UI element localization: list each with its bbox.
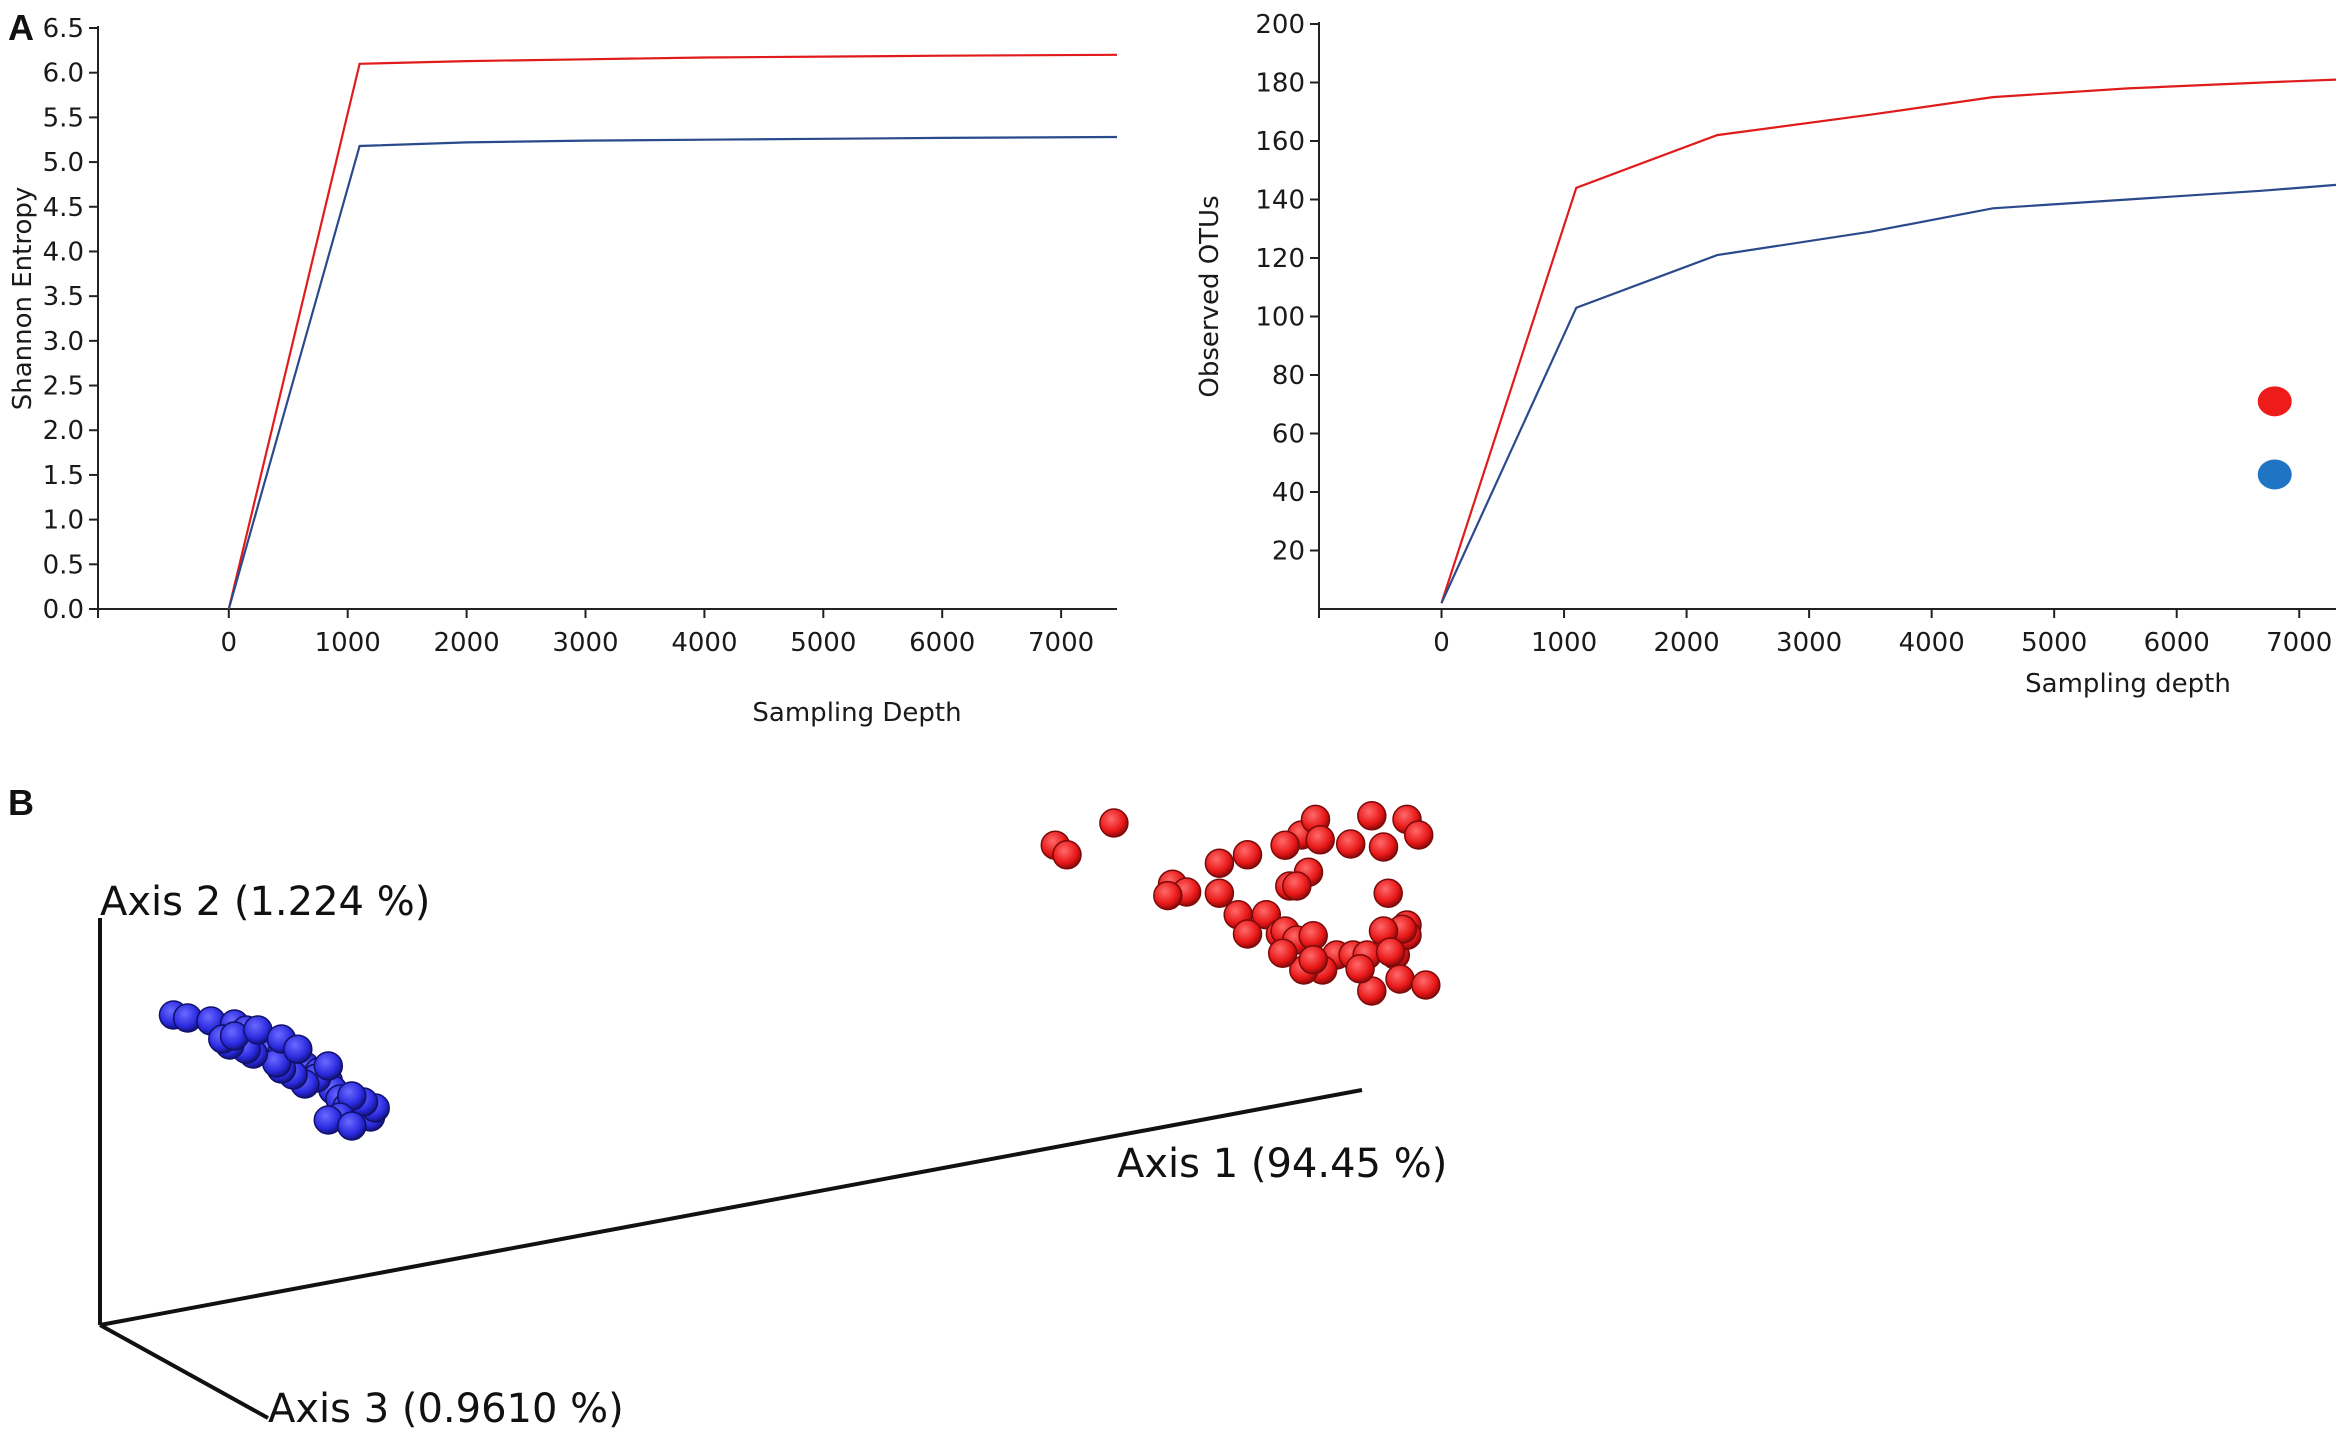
x-tick-label: 0: [1433, 628, 1450, 658]
series-line-1: [1440, 78, 2337, 604]
x-tick-label: 2000: [1654, 628, 1720, 658]
pcoa-point-blue: [313, 1051, 344, 1081]
x-axis-title: Sampling depth: [2025, 669, 2231, 699]
y-tick-label: 160: [1255, 127, 1305, 157]
x-tick-label: 7000: [1028, 628, 1094, 658]
panel-label-a: A: [8, 7, 34, 48]
y-tick-label: 200: [1255, 10, 1305, 40]
series-line-2: [1440, 183, 2337, 604]
pcoa-point-red: [1204, 848, 1235, 878]
x-tick-label: 7000: [2266, 628, 2332, 658]
pcoa-point-red: [1357, 801, 1387, 831]
y-tick-label: 0.0: [43, 595, 84, 625]
axis-1-line: [99, 1088, 1363, 1327]
pcoa-3d-plot: Axis 2 (1.224 %) Axis 1 (94.45 %) Axis 3 (…: [98, 801, 1447, 1432]
pcoa-point-blue: [283, 1034, 313, 1064]
pcoa-point-red: [1282, 871, 1312, 901]
axis-2-label: Axis 2 (1.224 %): [100, 879, 430, 925]
pcoa-point-red: [1345, 954, 1375, 984]
pcoa-point-red: [1305, 825, 1335, 855]
pcoa-point-red: [1375, 937, 1406, 967]
y-tick-label: 80: [1272, 361, 1305, 391]
x-tick-label: 0: [221, 628, 238, 658]
x-tick-label: 6000: [2144, 628, 2210, 658]
y-tick-label: 5.5: [43, 103, 84, 133]
series-line-1: [227, 53, 1118, 610]
y-tick-label: 6.0: [43, 59, 84, 89]
legend-marker-1: [2257, 386, 2292, 417]
x-tick-label: 5000: [790, 628, 856, 658]
y-axis-title: Observed OTUs: [1195, 195, 1225, 397]
shannon-entropy-chart: 0.0 0.5 1.0 1.5 2.0 2.5 3.0 3.5 4.0 4.5 5.0 5.5 6.0 6…: [8, 14, 1118, 728]
axis-1-label: Axis 1 (94.45 %): [1117, 1141, 1447, 1187]
y-tick-label: 140: [1255, 186, 1305, 216]
pcoa-point-red: [1270, 830, 1300, 860]
axis-3-label: Axis 3 (0.9610 %): [268, 1386, 624, 1432]
y-axis-title: Shannon Entropy: [8, 187, 38, 411]
y-tick-label: 60: [1272, 420, 1305, 450]
y-tick-label: 20: [1272, 537, 1305, 567]
y-tick-label: 2.5: [43, 372, 84, 402]
y-tick-label: 100: [1255, 303, 1305, 333]
pcoa-point-red: [1204, 878, 1235, 908]
pcoa-point-red: [1335, 829, 1366, 859]
y-tick-label: 180: [1255, 69, 1305, 99]
pcoa-point-red: [1403, 820, 1434, 850]
y-tick-label: 6.5: [43, 14, 84, 44]
y-tick-label: 1.5: [43, 461, 84, 491]
y-tick-label: 0.5: [43, 550, 84, 580]
x-tick-label: 4000: [671, 628, 737, 658]
pcoa-point-red: [1232, 840, 1263, 870]
pcoa-point-red: [1232, 919, 1263, 949]
x-tick-label: 3000: [1776, 628, 1842, 658]
y-tick-label: 5.0: [43, 148, 84, 178]
x-tick-label: 3000: [552, 628, 618, 658]
pcoa-point-red: [1052, 840, 1082, 870]
x-tick-label: 1000: [315, 628, 381, 658]
x-tick-label: 5000: [2021, 628, 2087, 658]
x-tick-label: 2000: [434, 628, 500, 658]
x-tick-label: 4000: [1899, 628, 1965, 658]
y-tick-label: 2.0: [43, 416, 84, 446]
y-tick-label: 3.5: [43, 282, 84, 312]
y-tick-label: 3.0: [43, 327, 84, 357]
pcoa-point-red: [1298, 945, 1328, 975]
pcoa-point-red: [1099, 808, 1129, 838]
x-tick-label: 1000: [1531, 628, 1597, 658]
y-tick-label: 40: [1272, 478, 1305, 508]
pcoa-point-red: [1267, 938, 1298, 968]
x-axis-title: Sampling Depth: [752, 698, 961, 728]
pcoa-point-red: [1153, 880, 1183, 911]
pcoa-point-red: [1411, 970, 1441, 1000]
y-tick-label: 4.5: [43, 193, 84, 223]
pcoa-point-red: [1373, 878, 1403, 908]
y-tick-label: 4.0: [43, 237, 84, 267]
series-line-2: [227, 135, 1118, 610]
pcoa-point-red: [1385, 964, 1415, 994]
legend-marker-2: [2257, 459, 2292, 490]
pcoa-point-blue: [337, 1111, 367, 1141]
y-tick-label: 120: [1255, 244, 1305, 274]
y-tick-label: 1.0: [43, 506, 84, 536]
x-tick-label: 6000: [909, 628, 975, 658]
panel-label-b: B: [8, 782, 34, 823]
pcoa-point-red: [1368, 832, 1399, 862]
axis-3-line: [99, 1323, 269, 1420]
